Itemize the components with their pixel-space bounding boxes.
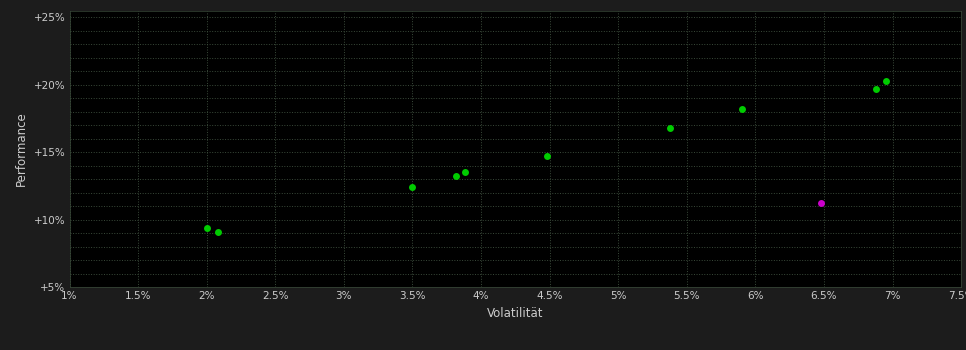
Point — [734, 106, 750, 112]
Point — [405, 184, 420, 190]
Point — [457, 169, 472, 175]
Point — [878, 78, 894, 83]
Point — [663, 125, 678, 131]
Point — [448, 174, 464, 179]
X-axis label: Volatilität: Volatilität — [487, 307, 544, 320]
Point — [868, 86, 884, 92]
Point — [813, 201, 829, 206]
Y-axis label: Performance: Performance — [15, 111, 28, 186]
Point — [210, 229, 225, 234]
Point — [199, 225, 214, 230]
Point — [539, 153, 554, 159]
